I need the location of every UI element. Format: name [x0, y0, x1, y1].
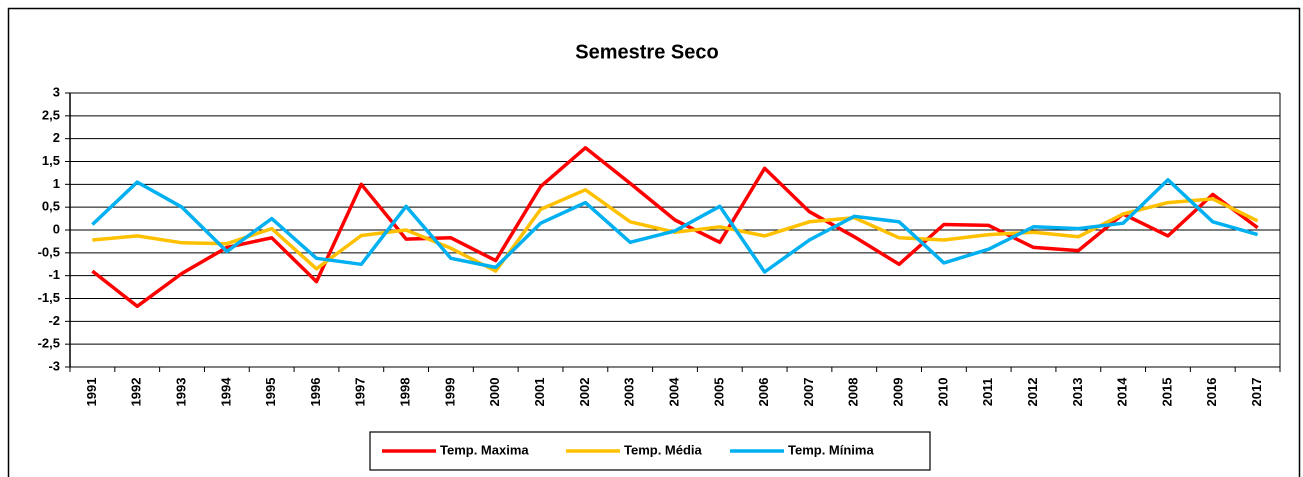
legend-label: Temp. Mínima	[788, 442, 874, 457]
y-tick-label: 1	[53, 176, 60, 191]
y-tick-label: 1,5	[42, 153, 60, 168]
y-tick-label: -2,5	[38, 336, 60, 351]
x-tick-label: 2002	[577, 378, 592, 407]
x-tick-label: 2014	[1115, 377, 1130, 407]
x-tick-label: 2003	[622, 378, 637, 407]
x-tick-label: 2010	[935, 378, 950, 407]
y-tick-label: -1,5	[38, 290, 60, 305]
x-tick-label: 2008	[846, 378, 861, 407]
series-line	[91, 178, 1259, 274]
chart-frame	[7, 7, 1301, 477]
x-tick-label: 1991	[84, 378, 99, 407]
chart-title: Semestre Seco	[575, 41, 718, 63]
y-tick-label: 0,5	[42, 199, 60, 214]
legend-label: Temp. Maxima	[440, 442, 529, 457]
x-tick-label: 2000	[487, 378, 502, 407]
x-tick-label: 2009	[891, 378, 906, 407]
x-tick-label: 1992	[129, 378, 144, 407]
y-tick-label: 0	[53, 221, 60, 236]
y-tick-label: -2	[48, 313, 60, 328]
x-tick-label: 1995	[263, 378, 278, 407]
x-tick-label: 1997	[353, 378, 368, 407]
y-tick-label: 3	[53, 84, 60, 99]
x-tick-label: 2017	[1249, 378, 1264, 407]
x-tick-label: 1998	[398, 378, 413, 407]
y-tick-label: 2,5	[42, 107, 60, 122]
legend-box	[369, 431, 931, 471]
x-tick-label: 2007	[801, 378, 816, 407]
y-tick-label: -0,5	[38, 244, 60, 259]
x-tick-label: 2013	[1070, 378, 1085, 407]
x-tick-label: 2016	[1204, 378, 1219, 407]
x-tick-label: 2004	[666, 377, 681, 407]
x-tick-label: 2015	[1159, 378, 1174, 407]
x-tick-label: 2006	[756, 378, 771, 407]
x-tick-label: 1994	[218, 377, 233, 407]
y-tick-label: 2	[53, 130, 60, 145]
legend-label: Temp. Média	[624, 442, 703, 457]
x-tick-label: 2005	[711, 378, 726, 407]
x-tick-label: 1993	[173, 378, 188, 407]
x-tick-label: 2001	[532, 378, 547, 407]
series-line	[91, 146, 1259, 309]
x-tick-label: 1996	[308, 378, 323, 407]
x-tick-label: 2012	[1025, 378, 1040, 407]
x-tick-label: 1999	[442, 378, 457, 407]
y-tick-label: -3	[48, 358, 60, 373]
x-tick-label: 2011	[980, 378, 995, 406]
y-tick-label: -1	[48, 267, 60, 282]
